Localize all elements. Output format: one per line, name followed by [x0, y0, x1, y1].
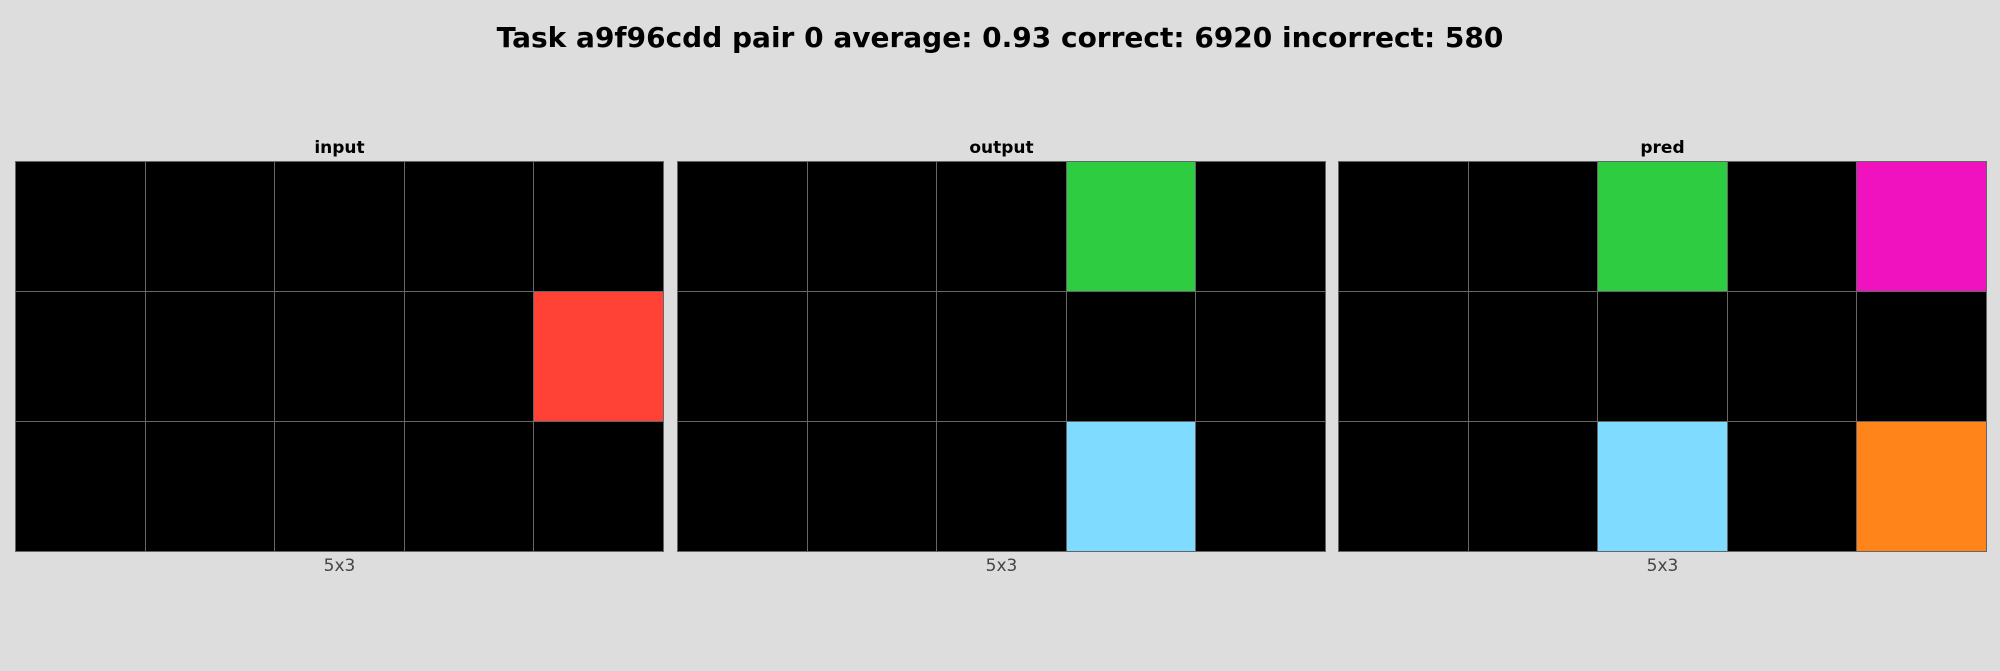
grid-cell: [678, 422, 807, 551]
grid-cell: [1598, 292, 1727, 421]
grid-cell: [1066, 162, 1196, 291]
grid-cell: [1468, 292, 1598, 421]
grid-cell: [275, 292, 404, 421]
grid-cell: [678, 292, 807, 421]
grid-cell: [1196, 162, 1325, 291]
grid-cell: [145, 162, 275, 291]
grid-cell: [145, 422, 275, 551]
grid-cell: [1468, 162, 1598, 291]
grid-cell: [404, 292, 534, 421]
grid-cell: [1727, 162, 1857, 291]
grid-cell: [275, 162, 404, 291]
grid-cell: [534, 162, 663, 291]
grid-cell: [16, 422, 145, 551]
grid-cell: [16, 292, 145, 421]
grid-cell: [1339, 292, 1468, 421]
grid-cell: [807, 162, 937, 291]
grid-cell: [1857, 292, 1986, 421]
grid-cell: [534, 422, 663, 551]
grid-cell: [1339, 162, 1468, 291]
grid-cell: [1598, 422, 1727, 551]
grid-cell: [1727, 422, 1857, 551]
grid-dimensions: 5x3: [1646, 556, 1679, 576]
grid-cell: [678, 162, 807, 291]
grid-cell: [534, 292, 663, 421]
grid-cell: [1727, 292, 1857, 421]
grid-cell: [1857, 162, 1986, 291]
grid-cell: [1339, 422, 1468, 551]
panel-title: input: [314, 138, 365, 158]
panel-pred: pred 5x3: [1338, 136, 1987, 576]
grid-cell: [937, 162, 1066, 291]
panel-output: output 5x3: [677, 136, 1326, 576]
grid-cell: [937, 292, 1066, 421]
figure-title: Task a9f96cdd pair 0 average: 0.93 corre…: [496, 21, 1504, 54]
grid-cell: [275, 422, 404, 551]
grid-cell: [1066, 292, 1196, 421]
grid-cell: [1066, 422, 1196, 551]
grid-output: [677, 161, 1326, 552]
grid-cell: [937, 422, 1066, 551]
grid-cell: [807, 292, 937, 421]
grid-cell: [404, 422, 534, 551]
grid-dimensions: 5x3: [323, 556, 356, 576]
panel-title: pred: [1640, 138, 1685, 158]
grid-dimensions: 5x3: [985, 556, 1018, 576]
grid-pred: [1338, 161, 1987, 552]
grid-cell: [1196, 292, 1325, 421]
grid-cell: [16, 162, 145, 291]
grid-cell: [1468, 422, 1598, 551]
grid-cell: [145, 292, 275, 421]
grid-cell: [807, 422, 937, 551]
panel-title: output: [969, 138, 1034, 158]
grid-cell: [1598, 162, 1727, 291]
panel-input: input 5x3: [15, 136, 664, 576]
grid-cell: [1196, 422, 1325, 551]
grid-cell: [404, 162, 534, 291]
grid-input: [15, 161, 664, 552]
grid-cell: [1857, 422, 1986, 551]
